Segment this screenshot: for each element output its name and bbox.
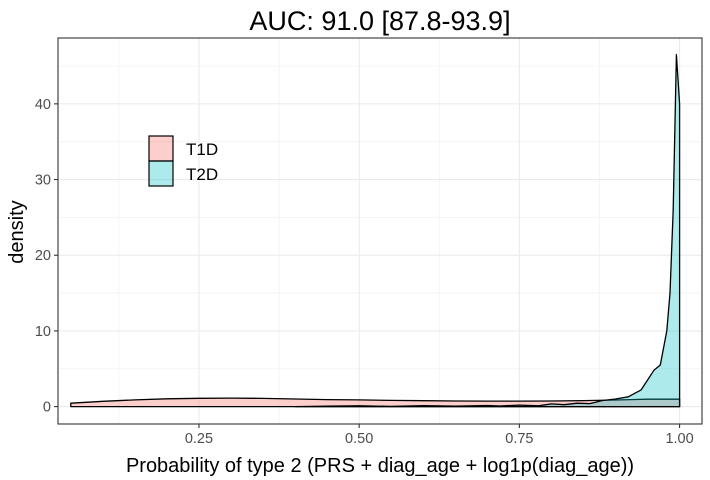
x-axis-title: Probability of type 2 (PRS + diag_age + … bbox=[126, 455, 634, 477]
series-layer bbox=[70, 54, 681, 408]
x-tick-label: 0.50 bbox=[345, 431, 373, 447]
x-tick-label: 1.00 bbox=[665, 431, 693, 447]
legend: T1D T2D bbox=[148, 135, 218, 187]
y-tick-label: 30 bbox=[35, 173, 51, 189]
axis-ticks bbox=[54, 103, 681, 428]
chart-title: AUC: 91.0 [87.8-93.9] bbox=[249, 6, 510, 36]
y-tick-label: 20 bbox=[35, 248, 51, 264]
legend-label-t1d: T1D bbox=[186, 140, 218, 159]
y-tick-label: 10 bbox=[35, 324, 51, 340]
tick-labels: 0.25 0.50 0.75 1.00 0 10 20 30 40 bbox=[35, 97, 694, 447]
legend-key-t1d bbox=[148, 135, 174, 162]
grid-minor bbox=[58, 38, 702, 424]
density-area-t1d bbox=[70, 398, 680, 407]
y-tick-label: 40 bbox=[35, 97, 51, 113]
legend-key-t2d bbox=[148, 160, 174, 187]
legend-label-t2d: T2D bbox=[186, 165, 218, 184]
y-tick-label: 0 bbox=[43, 400, 51, 416]
panel-border bbox=[57, 37, 703, 425]
y-axis-title: density bbox=[6, 200, 28, 263]
density-outline-t2d bbox=[294, 54, 681, 408]
x-tick-label: 0.25 bbox=[185, 431, 213, 447]
density-outline-t1d bbox=[70, 397, 681, 408]
x-tick-label: 0.75 bbox=[505, 431, 533, 447]
